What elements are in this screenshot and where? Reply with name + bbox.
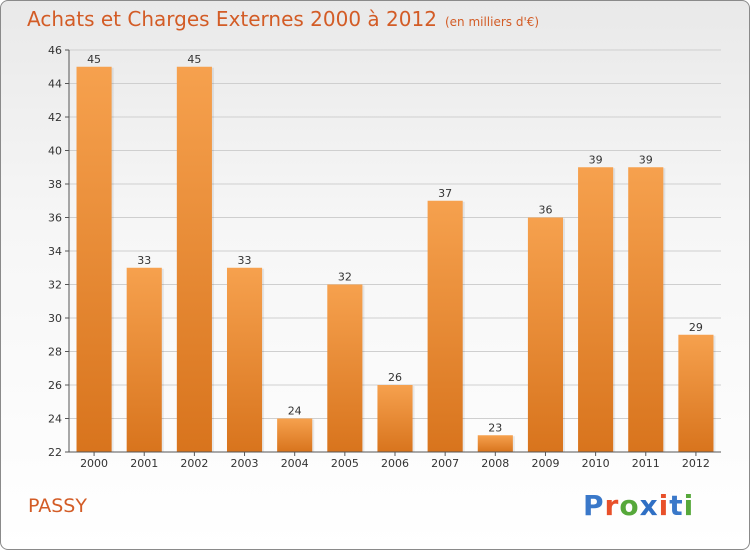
y-tick-label: 28 [48, 346, 62, 359]
data-label: 32 [338, 271, 352, 284]
x-tick-label: 2008 [481, 457, 509, 470]
x-tick-label: 2006 [381, 457, 409, 470]
logo-letter: r [604, 489, 620, 522]
bar [176, 66, 212, 452]
data-label: 39 [639, 153, 653, 166]
bar [76, 66, 112, 452]
y-tick-label: 32 [48, 279, 62, 292]
data-label: 36 [538, 204, 552, 217]
logo-letter: o [619, 489, 640, 522]
x-axis-ticks: 2000 2001 2002 2003 2004 2005 2006 2007 2008 2009… [80, 452, 710, 470]
axes [68, 50, 721, 453]
bar [226, 267, 263, 452]
data-label: 39 [589, 153, 603, 166]
logo-letter: x [639, 489, 659, 522]
y-tick-label: 46 [48, 44, 62, 57]
x-tick-label: 2002 [180, 457, 208, 470]
logo-letter: P [583, 489, 605, 522]
x-tick-label: 2003 [231, 457, 259, 470]
data-label: 45 [187, 53, 201, 66]
chart-title: Achats et Charges Externes 2000 à 2012 (e… [27, 7, 539, 31]
data-label: 29 [689, 321, 703, 334]
x-tick-label: 2010 [582, 457, 610, 470]
y-axis-ticks: 22 24 26 28 30 32 34 36 38 40 42 44 46 [48, 44, 69, 459]
x-tick-label: 2000 [80, 457, 108, 470]
y-tick-label: 26 [48, 379, 62, 392]
y-tick-label: 24 [48, 413, 62, 426]
chart-subtitle: (en milliers d'€) [444, 15, 540, 29]
bar [578, 167, 614, 452]
y-tick-label: 22 [48, 446, 62, 459]
data-label: 23 [488, 421, 502, 434]
data-label: 24 [288, 405, 302, 418]
data-label: 45 [87, 53, 101, 66]
x-tick-label: 2005 [331, 457, 359, 470]
bar [678, 334, 714, 452]
data-label: 26 [388, 371, 402, 384]
y-tick-label: 42 [48, 111, 62, 124]
data-label: 33 [238, 254, 252, 267]
data-label: 37 [438, 187, 452, 200]
y-tick-label: 30 [48, 312, 62, 325]
bar [477, 435, 513, 452]
y-tick-label: 44 [48, 78, 62, 91]
y-tick-label: 40 [48, 145, 62, 158]
x-tick-label: 2011 [632, 457, 660, 470]
place-name: PASSY [28, 495, 87, 517]
y-tick-label: 34 [48, 245, 62, 258]
x-tick-label: 2009 [531, 457, 559, 470]
bar [427, 200, 463, 452]
logo-letter: t [669, 489, 684, 522]
logo-letter: i [658, 489, 670, 522]
bar [527, 217, 564, 452]
y-tick-label: 36 [48, 212, 62, 225]
data-label: 33 [137, 254, 151, 267]
bar [628, 167, 664, 452]
x-tick-label: 2004 [281, 457, 309, 470]
bar [277, 418, 313, 452]
chart-title-text: Achats et Charges Externes 2000 à 2012 [27, 7, 437, 31]
y-tick-label: 38 [48, 178, 62, 191]
bar [327, 284, 363, 452]
proxiti-logo: Proxiti [583, 489, 694, 522]
bars: 45 33 45 33 24 32 26 37 23 36 39 39 29 [76, 53, 716, 452]
x-tick-label: 2001 [130, 457, 158, 470]
logo-letter: i [683, 489, 695, 522]
bar [377, 385, 413, 452]
x-tick-label: 2012 [682, 457, 710, 470]
x-tick-label: 2007 [431, 457, 459, 470]
bar [126, 267, 162, 452]
